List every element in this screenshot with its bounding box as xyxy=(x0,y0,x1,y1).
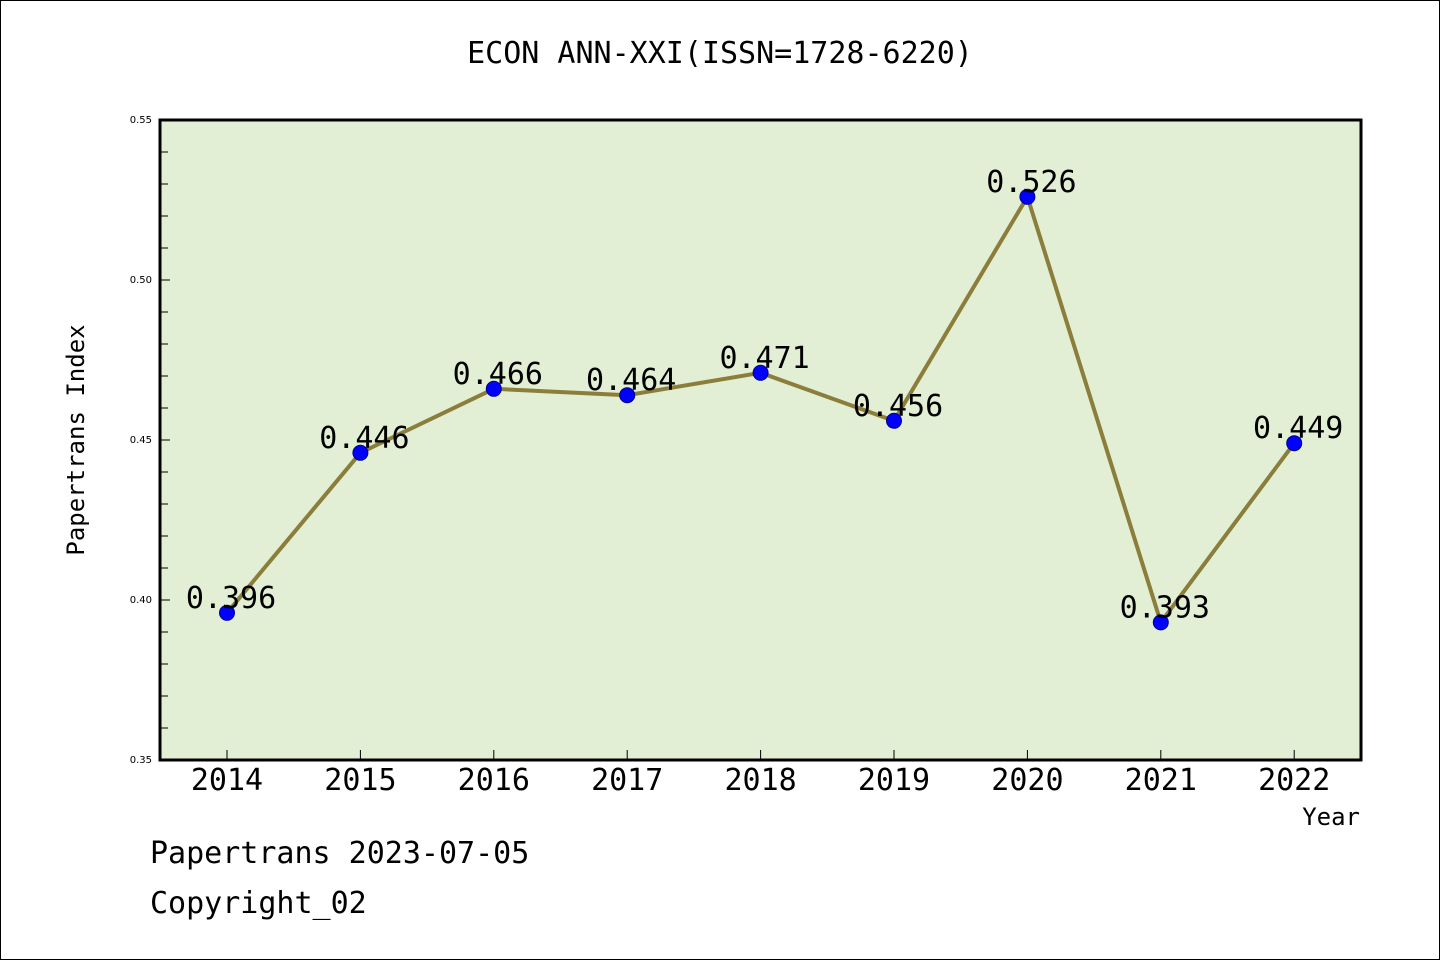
x-tick-label: 2020 xyxy=(991,763,1063,798)
data-label: 0.456 xyxy=(853,389,943,424)
data-point xyxy=(886,412,902,429)
data-point xyxy=(219,604,235,621)
data-label: 0.526 xyxy=(986,165,1076,200)
data-label: 0.393 xyxy=(1120,590,1210,625)
x-tick-label: 2017 xyxy=(591,763,663,798)
y-axis-title: Papertrans Index xyxy=(62,324,90,555)
data-label: 0.396 xyxy=(186,581,276,616)
y-axis: 0.35 0.40 0.45 0.50 0.55 xyxy=(130,115,170,766)
data-label: 0.471 xyxy=(719,341,809,376)
data-point xyxy=(352,444,369,461)
data-label: 0.449 xyxy=(1253,411,1343,446)
data-label: 0.466 xyxy=(453,357,543,392)
y-tick-label: 0.45 xyxy=(130,435,152,446)
data-point xyxy=(1286,435,1303,452)
x-tick-label: 2019 xyxy=(858,763,930,798)
x-axis-title: Year xyxy=(1302,803,1360,831)
x-tick-label: 2022 xyxy=(1258,763,1330,798)
data-label: 0.446 xyxy=(319,421,409,456)
chart-title: ECON ANN-XXI(ISSN=1728-6220) xyxy=(467,36,973,71)
data-point xyxy=(1152,614,1169,631)
y-tick-label: 0.55 xyxy=(130,115,152,126)
y-tick-label: 0.35 xyxy=(130,755,152,766)
data-markers xyxy=(219,188,1303,631)
y-minor-ticks xyxy=(160,151,168,729)
x-tick-label: 2015 xyxy=(324,763,396,798)
plot-area xyxy=(158,118,1363,762)
footer-source: Papertrans 2023-07-05 xyxy=(150,836,530,871)
x-tick-label: 2018 xyxy=(724,763,796,798)
data-point xyxy=(485,380,502,397)
data-labels: 0.396 0.446 0.466 0.464 0.471 0.456 0.526 0.393… xyxy=(186,165,1344,626)
x-axis: 2014 2015 2016 2017 2018 2019 2020 2021 2022 xyxy=(191,750,1330,798)
x-tick-label: 2021 xyxy=(1125,763,1197,798)
footer-copyright: Copyright_02 xyxy=(150,886,367,921)
data-point xyxy=(752,364,769,381)
data-point xyxy=(1019,188,1036,205)
y-tick-label: 0.40 xyxy=(130,595,152,606)
data-point xyxy=(619,387,636,404)
data-label: 0.464 xyxy=(586,363,676,398)
x-tick-label: 2014 xyxy=(191,763,263,798)
x-tick-label: 2016 xyxy=(458,763,530,798)
y-tick-label: 0.50 xyxy=(130,275,152,286)
